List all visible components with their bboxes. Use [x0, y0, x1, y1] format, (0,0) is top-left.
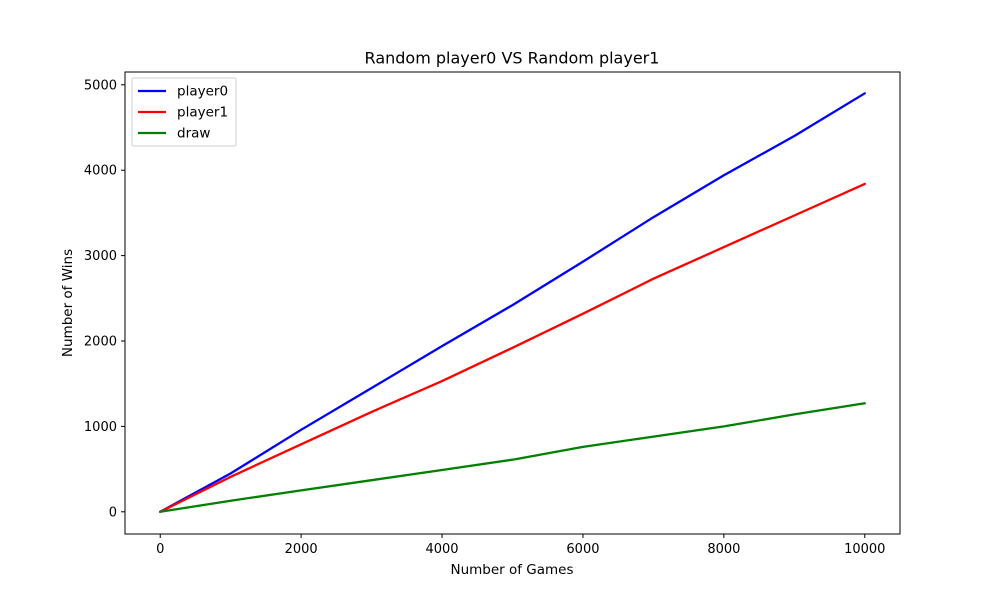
x-tick-label: 10000 — [844, 542, 885, 557]
y-tick-label: 3000 — [84, 249, 117, 264]
x-tick-label: 4000 — [425, 542, 458, 557]
x-axis: 0 2000 4000 6000 8000 10000 — [156, 534, 885, 557]
x-tick-label: 8000 — [707, 542, 740, 557]
legend-label-player1: player1 — [177, 105, 228, 121]
y-axis: 0 1000 2000 3000 4000 5000 — [84, 78, 125, 520]
series-line-player0 — [159, 92, 866, 513]
series-line-draw — [159, 402, 866, 513]
x-tick-label: 2000 — [285, 542, 318, 557]
legend-label-player0: player0 — [177, 84, 228, 100]
y-tick-label: 4000 — [84, 164, 117, 179]
legend-label-draw: draw — [177, 126, 210, 142]
plot-area-frame — [124, 71, 901, 535]
series-line-player1 — [159, 182, 866, 513]
series-layer — [159, 92, 866, 513]
y-tick-label: 2000 — [84, 335, 117, 350]
y-axis-label: Number of Wins — [60, 249, 76, 357]
x-axis-label: Number of Games — [450, 562, 573, 578]
chart-title: Random player0 VS Random player1 — [365, 49, 660, 68]
x-tick-label: 0 — [156, 542, 164, 557]
y-tick-label: 5000 — [84, 78, 117, 93]
x-tick-label: 6000 — [566, 542, 599, 557]
legend-box — [131, 77, 237, 147]
legend: player0 player1 draw — [131, 77, 237, 147]
y-tick-label: 1000 — [84, 420, 117, 435]
y-tick-label: 0 — [109, 505, 117, 520]
